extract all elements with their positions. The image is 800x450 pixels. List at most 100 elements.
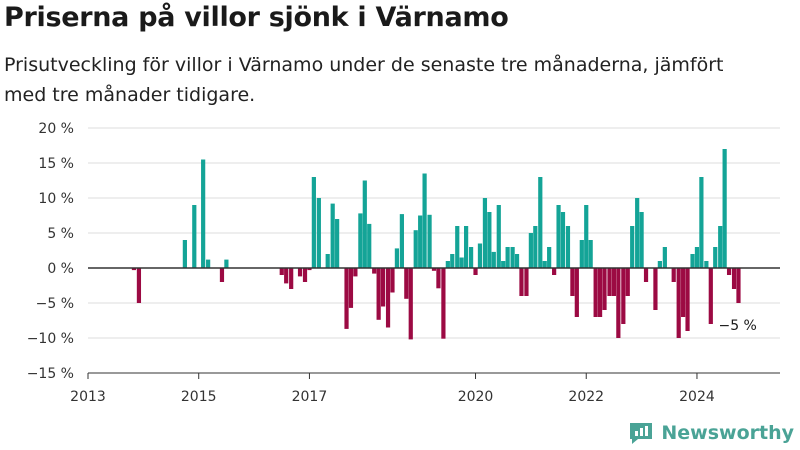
y-tick-label: 20 % bbox=[38, 121, 74, 137]
bar bbox=[699, 177, 704, 268]
bar bbox=[560, 212, 566, 268]
bar bbox=[344, 268, 349, 329]
bar bbox=[192, 205, 197, 268]
bar bbox=[413, 230, 418, 268]
y-tick-label: 15 % bbox=[38, 156, 74, 172]
bar bbox=[372, 268, 377, 274]
last-value-label: −5 % bbox=[718, 318, 756, 334]
bar bbox=[611, 268, 617, 296]
bar bbox=[570, 268, 575, 296]
y-tick-label: −15 % bbox=[27, 366, 74, 382]
bars bbox=[131, 149, 741, 340]
bar bbox=[542, 261, 547, 268]
bar bbox=[358, 213, 363, 268]
bar bbox=[625, 268, 630, 296]
bar bbox=[639, 212, 644, 268]
bar bbox=[289, 268, 294, 289]
bar bbox=[616, 268, 621, 338]
bar bbox=[552, 268, 557, 275]
x-tick-label: 2024 bbox=[679, 389, 715, 405]
bar bbox=[307, 268, 312, 271]
bar bbox=[422, 173, 427, 268]
bar bbox=[427, 214, 432, 268]
bar bbox=[579, 240, 584, 268]
bar bbox=[399, 214, 404, 268]
bar bbox=[297, 268, 303, 277]
bar bbox=[690, 254, 695, 268]
bar bbox=[408, 268, 413, 340]
gridlines bbox=[88, 127, 780, 374]
x-tick-label: 2017 bbox=[292, 389, 328, 405]
y-tick-label: 0 % bbox=[47, 261, 74, 277]
bar bbox=[206, 259, 211, 268]
bar bbox=[376, 268, 381, 320]
bar bbox=[496, 205, 501, 268]
bar bbox=[501, 261, 506, 268]
bar bbox=[418, 215, 423, 268]
bar bbox=[394, 248, 400, 268]
bar bbox=[538, 177, 543, 268]
bar bbox=[219, 268, 225, 282]
bar bbox=[643, 268, 649, 282]
x-tick-label: 2013 bbox=[70, 389, 106, 405]
bar bbox=[335, 219, 340, 268]
newsworthy-logo-icon bbox=[630, 423, 653, 444]
y-axis-labels: 20 % 15 % 10 % 5 % 0 % −5 % −10 % −15 % bbox=[27, 121, 74, 382]
bar bbox=[588, 240, 593, 268]
y-tick-label: −5 % bbox=[36, 296, 74, 312]
bar bbox=[653, 268, 658, 310]
bar bbox=[662, 247, 667, 268]
bar bbox=[602, 268, 607, 310]
bar bbox=[325, 254, 330, 268]
bar bbox=[380, 268, 386, 307]
bar bbox=[524, 268, 529, 296]
bar bbox=[436, 268, 441, 289]
bar bbox=[685, 268, 690, 331]
brand-name: Newsworthy bbox=[661, 422, 794, 444]
x-tick-label: 2020 bbox=[458, 389, 494, 405]
bar bbox=[708, 268, 713, 324]
bar bbox=[681, 268, 686, 317]
bar bbox=[362, 180, 367, 268]
bar bbox=[630, 226, 635, 268]
x-axis-labels: 2013 2015 2017 2020 2022 2024 bbox=[70, 389, 715, 405]
bar bbox=[468, 247, 474, 268]
bar bbox=[726, 268, 732, 275]
y-tick-label: 10 % bbox=[38, 191, 74, 207]
bar bbox=[528, 233, 533, 268]
bar bbox=[574, 268, 579, 317]
x-axis bbox=[87, 267, 780, 379]
bar bbox=[713, 247, 718, 268]
bar bbox=[547, 247, 552, 268]
bar bbox=[330, 203, 335, 268]
bar bbox=[671, 268, 676, 282]
bar bbox=[491, 251, 496, 268]
bar bbox=[565, 226, 571, 268]
bar bbox=[718, 226, 723, 268]
bar bbox=[353, 268, 358, 277]
bar bbox=[621, 268, 626, 324]
bar bbox=[279, 268, 284, 275]
bar bbox=[431, 268, 437, 271]
bar bbox=[722, 149, 727, 268]
bar bbox=[519, 268, 524, 296]
bar bbox=[736, 268, 741, 303]
bar bbox=[510, 247, 515, 268]
bar bbox=[445, 261, 450, 268]
chart-subtitle: Prisutveckling för villor i Värnamo unde… bbox=[4, 54, 724, 106]
bar bbox=[731, 268, 737, 289]
bar bbox=[477, 243, 483, 268]
chart-title: Priserna på villor sjönk i Värnamo bbox=[4, 2, 509, 33]
bar bbox=[404, 268, 409, 299]
x-tick-label: 2022 bbox=[568, 389, 604, 405]
bar bbox=[385, 268, 391, 328]
bar bbox=[224, 259, 229, 268]
bar bbox=[704, 261, 709, 268]
bar bbox=[201, 159, 206, 268]
bar bbox=[487, 212, 492, 268]
bar bbox=[131, 268, 137, 271]
bar bbox=[584, 205, 589, 268]
bar bbox=[533, 226, 538, 268]
bar bbox=[136, 268, 142, 303]
